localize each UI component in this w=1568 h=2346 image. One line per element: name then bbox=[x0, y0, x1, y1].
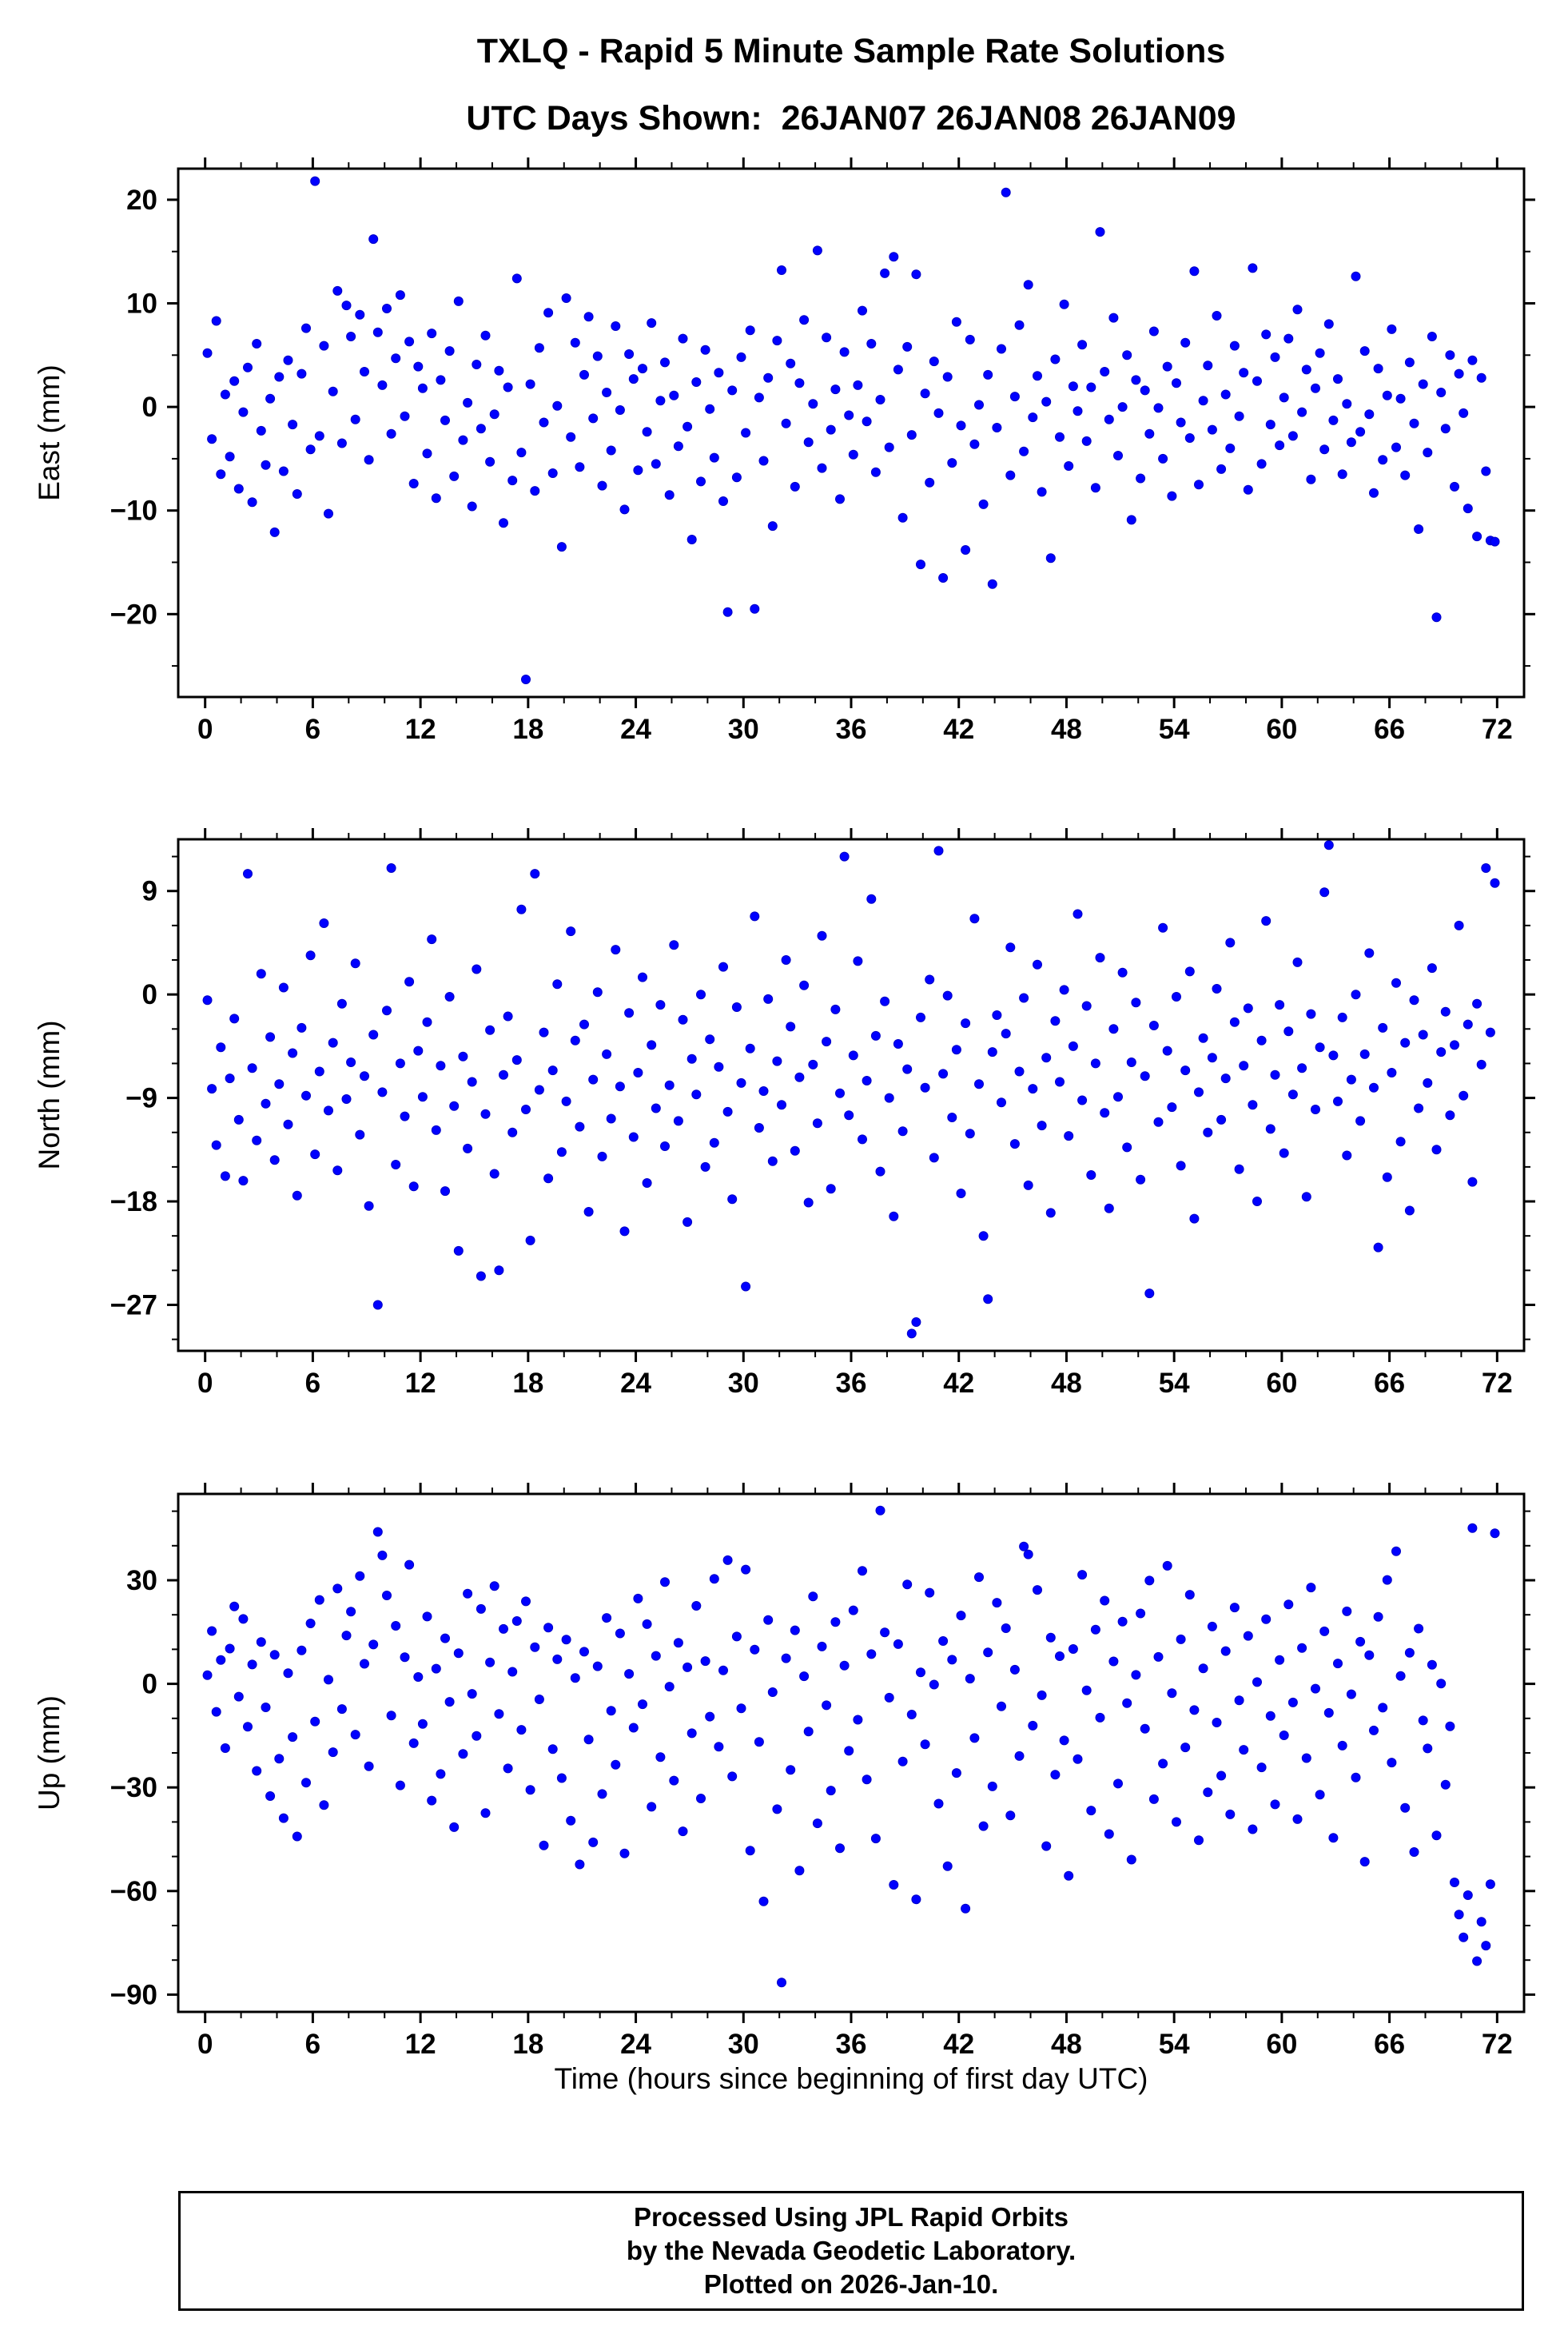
chart-subtitle: UTC Days Shown: 26JAN07 26JAN08 26JAN09 bbox=[466, 99, 1236, 137]
footer-box: Processed Using JPL Rapid Orbits by the … bbox=[178, 2191, 1524, 2311]
svg-text:72: 72 bbox=[1482, 714, 1513, 745]
svg-text:−9: −9 bbox=[125, 1083, 157, 1114]
svg-text:72: 72 bbox=[1482, 2029, 1513, 2060]
svg-text:0: 0 bbox=[197, 714, 213, 745]
x-axis-label: Time (hours since beginning of first day… bbox=[554, 2062, 1148, 2095]
svg-text:−20: −20 bbox=[110, 599, 157, 630]
svg-text:−27: −27 bbox=[110, 1289, 157, 1320]
svg-text:18: 18 bbox=[512, 714, 543, 745]
svg-text:36: 36 bbox=[836, 1368, 867, 1399]
svg-text:6: 6 bbox=[305, 2029, 320, 2060]
svg-text:30: 30 bbox=[126, 1565, 157, 1596]
svg-text:54: 54 bbox=[1159, 1368, 1190, 1399]
svg-text:60: 60 bbox=[1266, 1368, 1297, 1399]
svg-text:North (mm): North (mm) bbox=[33, 1020, 66, 1169]
svg-text:6: 6 bbox=[305, 714, 320, 745]
svg-text:−60: −60 bbox=[110, 1876, 157, 1907]
svg-text:30: 30 bbox=[728, 714, 759, 745]
svg-text:42: 42 bbox=[943, 714, 974, 745]
svg-text:6: 6 bbox=[305, 1368, 320, 1399]
svg-text:18: 18 bbox=[512, 2029, 543, 2060]
svg-text:−30: −30 bbox=[110, 1772, 157, 1803]
svg-text:72: 72 bbox=[1482, 1368, 1513, 1399]
svg-text:12: 12 bbox=[405, 2029, 436, 2060]
svg-text:East (mm): East (mm) bbox=[33, 364, 66, 501]
footer-line-3: Plotted on 2026-Jan-10. bbox=[703, 2269, 999, 2300]
svg-text:−10: −10 bbox=[110, 496, 157, 527]
svg-text:24: 24 bbox=[620, 714, 651, 745]
svg-text:36: 36 bbox=[836, 2029, 867, 2060]
svg-text:54: 54 bbox=[1159, 2029, 1190, 2060]
chart-title: TXLQ - Rapid 5 Minute Sample Rate Soluti… bbox=[476, 32, 1226, 70]
svg-text:42: 42 bbox=[943, 1368, 974, 1399]
footer-line-2: by the Nevada Geodetic Laboratory. bbox=[626, 2235, 1077, 2265]
svg-text:48: 48 bbox=[1051, 1368, 1082, 1399]
footer-line-1: Processed Using JPL Rapid Orbits bbox=[633, 2201, 1069, 2232]
svg-text:0: 0 bbox=[197, 1368, 213, 1399]
svg-text:60: 60 bbox=[1266, 714, 1297, 745]
svg-text:30: 30 bbox=[728, 2029, 759, 2060]
svg-text:0: 0 bbox=[197, 2029, 213, 2060]
svg-text:20: 20 bbox=[126, 185, 157, 216]
svg-text:66: 66 bbox=[1374, 1368, 1405, 1399]
svg-text:48: 48 bbox=[1051, 2029, 1082, 2060]
svg-text:−90: −90 bbox=[110, 1979, 157, 2010]
svg-text:66: 66 bbox=[1374, 714, 1405, 745]
svg-text:12: 12 bbox=[405, 1368, 436, 1399]
svg-text:0: 0 bbox=[142, 979, 157, 1010]
svg-text:30: 30 bbox=[728, 1368, 759, 1399]
svg-text:0: 0 bbox=[142, 392, 157, 423]
svg-text:24: 24 bbox=[620, 2029, 651, 2060]
svg-text:12: 12 bbox=[405, 714, 436, 745]
svg-text:9: 9 bbox=[142, 876, 157, 907]
svg-text:Up (mm): Up (mm) bbox=[33, 1695, 66, 1810]
svg-text:18: 18 bbox=[512, 1368, 543, 1399]
svg-text:24: 24 bbox=[620, 1368, 651, 1399]
svg-text:−18: −18 bbox=[110, 1186, 157, 1217]
svg-text:48: 48 bbox=[1051, 714, 1082, 745]
svg-text:10: 10 bbox=[126, 288, 157, 319]
svg-text:42: 42 bbox=[943, 2029, 974, 2060]
svg-text:54: 54 bbox=[1159, 714, 1190, 745]
svg-text:0: 0 bbox=[142, 1669, 157, 1700]
svg-text:66: 66 bbox=[1374, 2029, 1405, 2060]
svg-text:36: 36 bbox=[836, 714, 867, 745]
svg-text:60: 60 bbox=[1266, 2029, 1297, 2060]
